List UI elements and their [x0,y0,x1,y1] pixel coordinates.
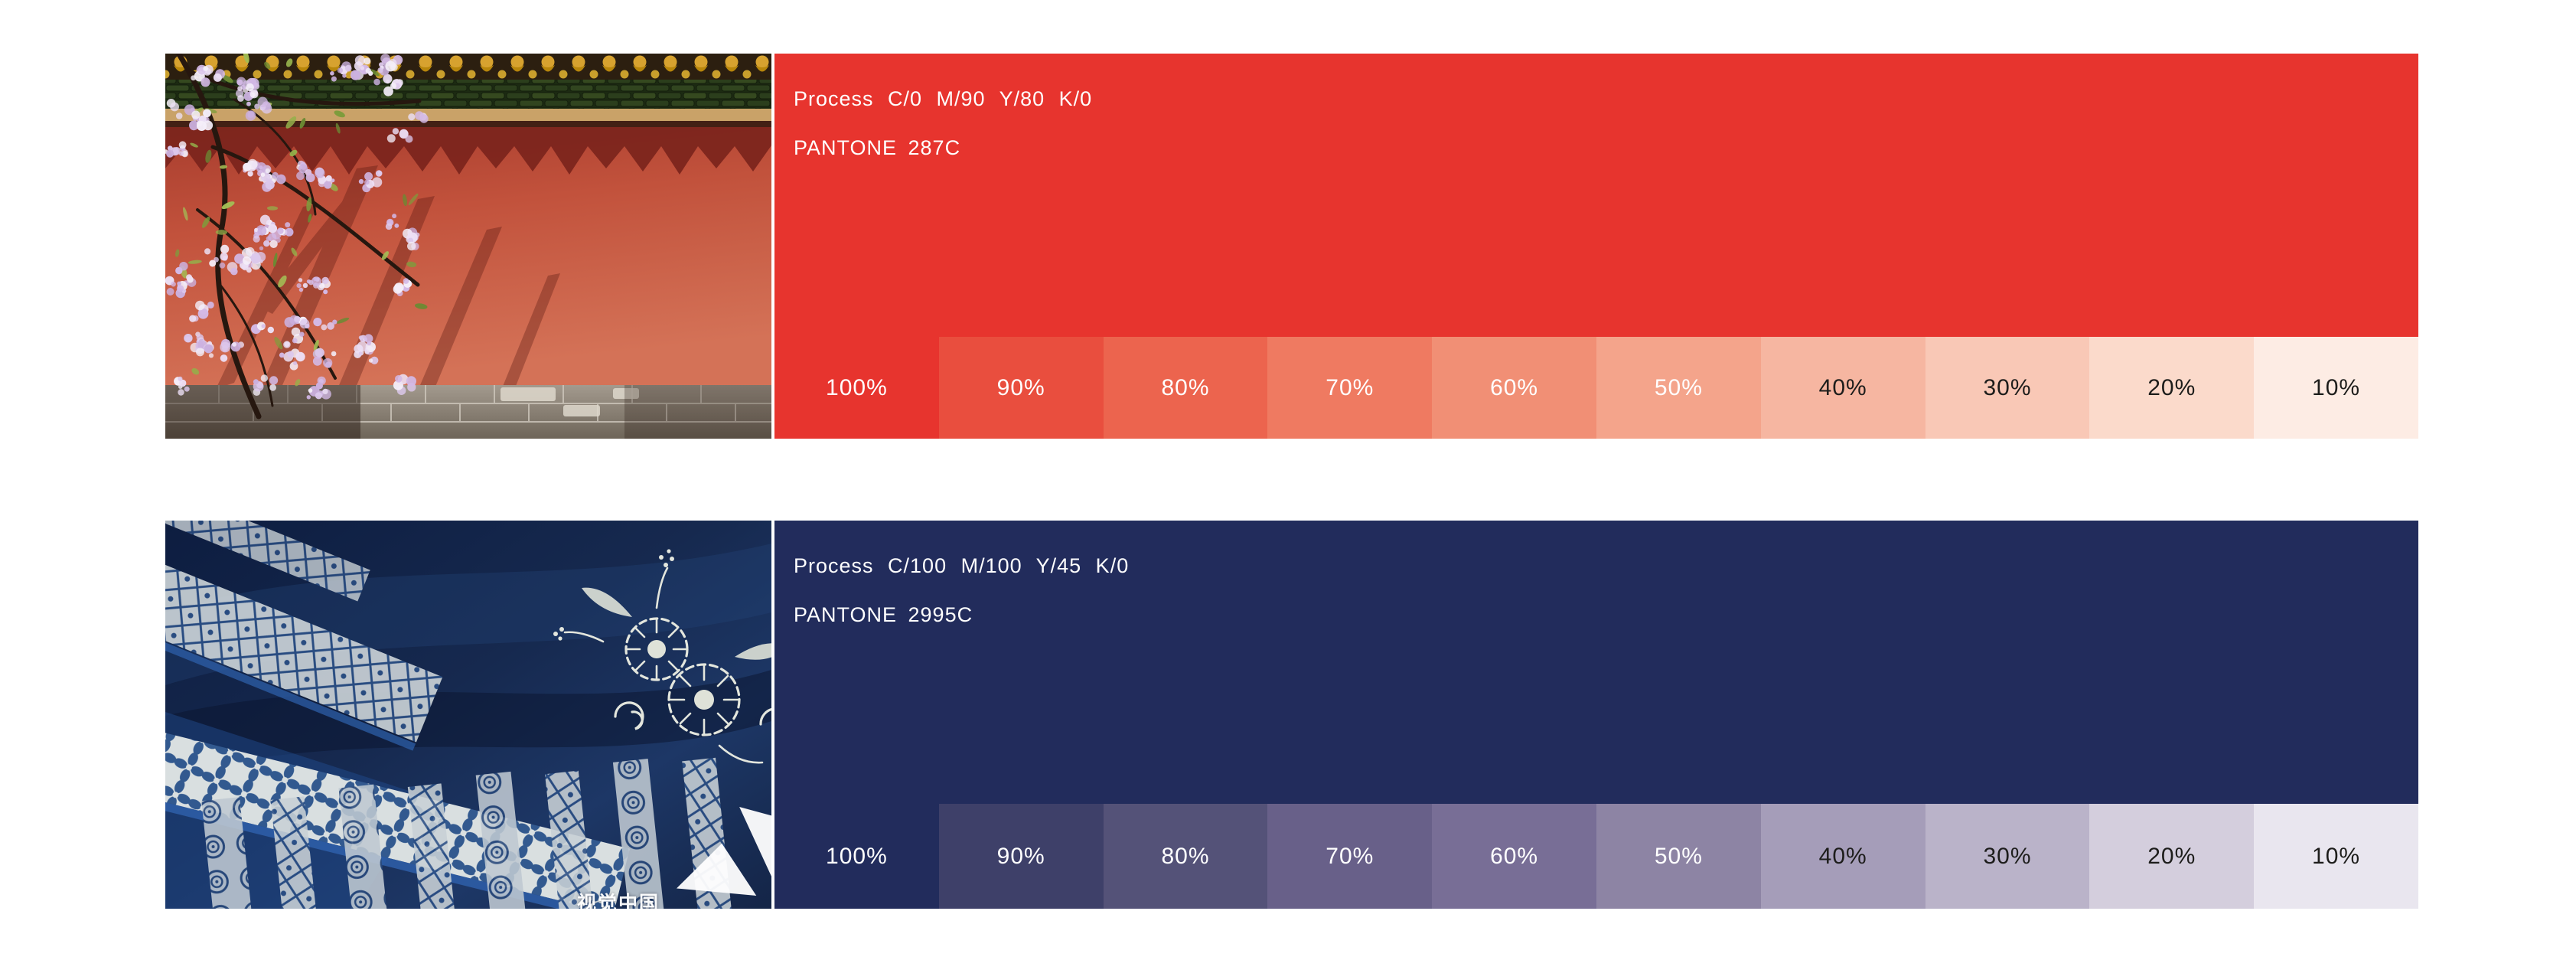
blue-color-panel: Process C/100 M/100 Y/45 K/0 PANTONE 299… [774,521,2418,804]
tint-swatch-90: 90% [938,337,1104,439]
tint-label: 40% [1818,843,1867,869]
tint-label: 40% [1818,374,1867,400]
tint-label: 30% [1983,374,2032,400]
tint-swatch-80: 80% [1103,337,1268,439]
tint-label: 20% [2147,843,2196,869]
tint-swatch-70: 70% [1267,804,1433,909]
lilac-blossoms [165,54,429,400]
tint-label: 10% [2312,843,2361,869]
pantone-code-label: PANTONE 287C [794,136,961,159]
blue-tint-strip: 100% 90% 80% 70% 60% 50% 40% 30% 20% 10% [774,804,2418,909]
red-color-panel: Process C/0 M/90 Y/80 K/0 PANTONE 287C [774,54,2418,337]
tint-swatch-20: 20% [2089,804,2255,909]
vcg-cn-logotype: 视觉中国 [577,893,660,909]
tint-swatch-30: 30% [1925,804,2090,909]
tint-label: 90% [996,374,1045,400]
tint-swatch-70: 70% [1267,337,1433,439]
red-palace-wall-photo [165,54,771,439]
pantone-code-label: PANTONE 2995C [794,603,973,626]
tint-label: 90% [996,843,1045,869]
tint-swatch-30: 30% [1925,337,2090,439]
lattice-band [165,521,443,751]
tint-label: 60% [1490,374,1539,400]
tint-label: 70% [1325,843,1374,869]
tint-swatch-10: 10% [2254,804,2418,909]
stone-base [165,385,771,439]
batik-illustration [165,521,771,909]
tint-swatch-40: 40% [1760,337,1925,439]
tint-swatch-60: 60% [1432,804,1596,909]
tint-label: 60% [1490,843,1539,869]
tint-label: 50% [1654,843,1703,869]
floral-motif [553,549,771,764]
tint-swatch-10: 10% [2254,337,2418,439]
pantone-blue-row: 视觉中国 ID: VCG211284429205 500px Select RF [0,521,2576,909]
red-wall-illustration [165,54,771,439]
pantone-red-row: Process C/0 M/90 Y/80 K/0 PANTONE 287C 1… [0,54,2576,439]
batik-stripes [201,757,732,909]
process-values-label: Process C/0 M/90 Y/80 K/0 [794,87,1093,110]
tint-label: 20% [2147,374,2196,400]
tint-swatch-20: 20% [2089,337,2255,439]
indigo-batik-photo: 视觉中国 ID: VCG211284429205 500px Select RF [165,521,771,909]
tint-label: 80% [1161,843,1210,869]
tint-label: 70% [1325,374,1374,400]
tint-swatch-80: 80% [1103,804,1268,909]
vcg-watermark: 视觉中国 ID: VCG211284429205 500px Select RF [577,790,771,909]
tint-label: 30% [1983,843,2032,869]
tint-swatch-50: 50% [1596,337,1761,439]
roof-ornament-band [165,54,771,80]
roof-shadow-sawtooth [165,127,771,175]
red-tint-strip: 100% 90% 80% 70% 60% 50% 40% 30% 20% 10% [774,337,2418,439]
process-values-label: Process C/100 M/100 Y/45 K/0 [794,554,1130,577]
tint-label: 100% [826,843,888,869]
tint-label: 80% [1161,374,1210,400]
tint-swatch-40: 40% [1760,804,1925,909]
tint-swatch-100: 100% [774,337,939,439]
wood-beam [165,109,771,121]
tint-swatch-50: 50% [1596,804,1761,909]
tint-label: 10% [2312,374,2361,400]
tint-swatch-60: 60% [1432,337,1596,439]
vcg-pinwheel-logo-icon [677,806,771,909]
tint-label: 50% [1654,374,1703,400]
tint-swatch-100: 100% [774,804,939,909]
tint-label: 100% [826,374,888,400]
tint-swatch-90: 90% [938,804,1104,909]
